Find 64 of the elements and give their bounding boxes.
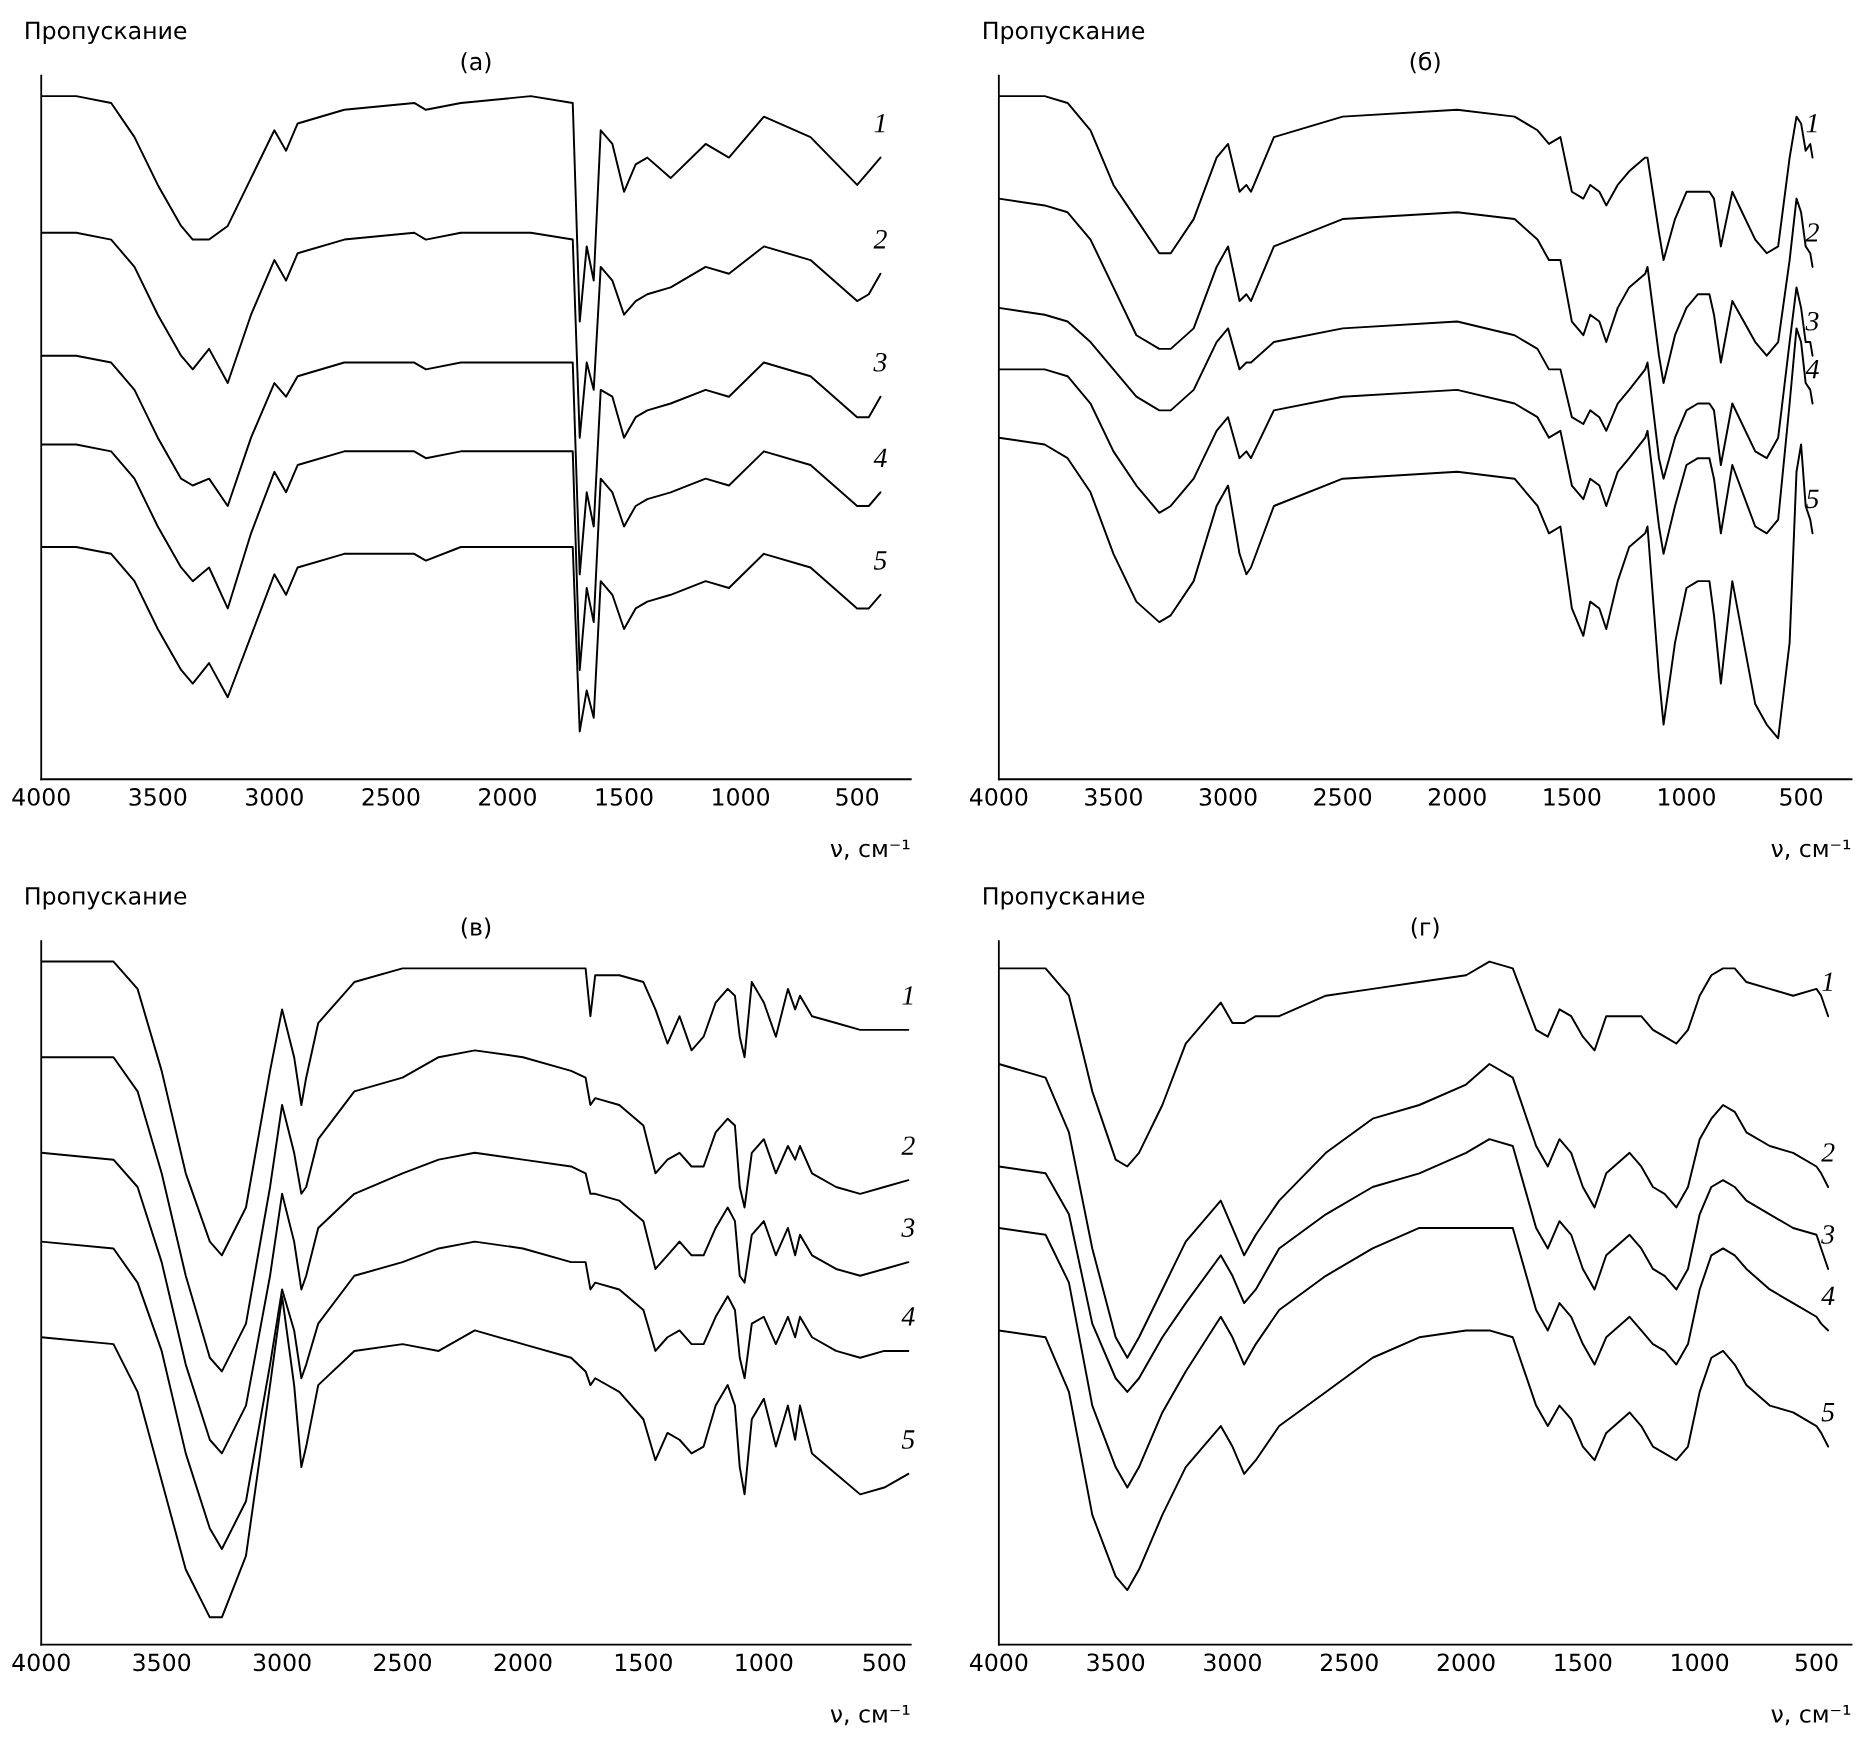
x-tick-label: 1000 — [1659, 787, 1715, 806]
x-tick-label: 3500 — [129, 787, 187, 806]
series-label: 5 — [1806, 489, 1819, 509]
x-tick-label: 1500 — [1544, 787, 1601, 806]
series-label: 4 — [1821, 1286, 1835, 1306]
x-tick-label: 1000 — [1672, 1653, 1729, 1672]
series-label: 3 — [901, 1218, 915, 1238]
x-tick-label: 500 — [836, 787, 879, 806]
series-label: 3 — [873, 352, 887, 372]
x-tick-label: 2000 — [479, 787, 536, 806]
series-label: 1 — [874, 113, 885, 133]
x-tick-label: 1000 — [736, 1653, 793, 1672]
x-tick-label: 3000 — [246, 787, 303, 806]
x-tick-label: 1500 — [615, 1653, 672, 1672]
series-label: 5 — [1821, 1403, 1835, 1422]
x-axis-title: ν, см⁻¹ — [830, 839, 910, 860]
x-axis-title: ν, см⁻¹ — [1771, 839, 1851, 860]
x-tick-label: 2500 — [362, 787, 420, 806]
series-label: 2 — [1821, 1143, 1835, 1162]
x-tick-label: 3000 — [1199, 787, 1257, 806]
x-tick-label: 1500 — [596, 787, 653, 806]
chart-title: (г) — [1411, 917, 1439, 939]
x-axis-title: ν, см⁻¹ — [1771, 1705, 1851, 1726]
x-tick-label: 2000 — [494, 1653, 552, 1672]
x-axis-title: ν, см⁻¹ — [830, 1705, 910, 1726]
x-tick-label: 2000 — [1428, 787, 1486, 806]
x-tick-label: 2500 — [374, 1653, 432, 1672]
x-tick-label: 2000 — [1437, 1653, 1495, 1672]
series-label: 4 — [901, 1307, 915, 1326]
series-label: 4 — [873, 448, 887, 467]
x-tick-label: 1500 — [1555, 1653, 1612, 1672]
x-tick-label: 500 — [863, 1653, 906, 1672]
x-tick-label: 4000 — [12, 787, 70, 806]
series-label: 1 — [1822, 972, 1833, 991]
series-label: 5 — [873, 551, 887, 570]
series-label: 2 — [901, 1136, 915, 1155]
chart-title: (в) — [461, 917, 491, 939]
x-tick-label: 4000 — [969, 1653, 1028, 1672]
series-label: 3 — [1805, 311, 1819, 331]
chart-title: (б) — [1410, 51, 1440, 74]
y-axis-title: Пропускание — [26, 21, 187, 44]
y-axis-title: Пропускание — [984, 887, 1145, 910]
x-tick-label: 4000 — [969, 787, 1028, 806]
x-tick-label: 500 — [1780, 787, 1823, 806]
x-tick-label: 1000 — [713, 787, 770, 806]
x-tick-label: 2500 — [1320, 1653, 1378, 1672]
x-tick-label: 500 — [1795, 1653, 1838, 1672]
chart-title: (а) — [461, 52, 491, 74]
series-label: 5 — [901, 1430, 915, 1449]
x-tick-label: 2500 — [1314, 787, 1372, 806]
y-axis-title: Пропускание — [26, 887, 187, 910]
series-label: 1 — [1806, 113, 1817, 133]
y-axis-title: Пропускание — [984, 21, 1145, 44]
series-label: 1 — [902, 986, 913, 1005]
x-tick-label: 3500 — [1085, 787, 1142, 806]
x-tick-label: 3500 — [1087, 1653, 1145, 1672]
series-label: 4 — [1805, 359, 1819, 379]
series-label: 2 — [873, 229, 887, 249]
series-label: 3 — [1821, 1225, 1835, 1244]
x-tick-label: 4000 — [12, 1653, 70, 1672]
series-label: 2 — [1805, 223, 1819, 242]
x-tick-label: 3000 — [1204, 1653, 1261, 1672]
x-tick-label: 3500 — [133, 1653, 191, 1672]
x-tick-label: 3000 — [253, 1653, 311, 1672]
